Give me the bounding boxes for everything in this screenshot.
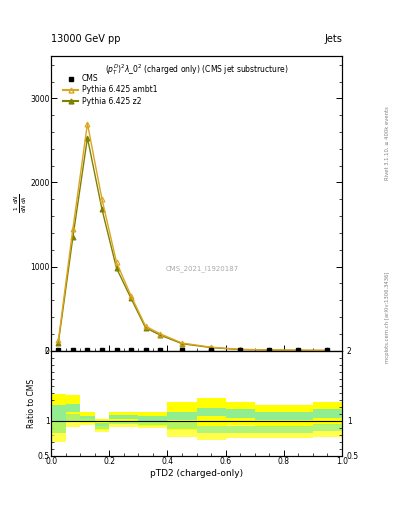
Y-axis label: Ratio to CMS: Ratio to CMS: [27, 378, 36, 428]
Text: Jets: Jets: [324, 33, 342, 44]
X-axis label: pTD2 (charged-only): pTD2 (charged-only): [150, 469, 243, 478]
Text: 13000 GeV pp: 13000 GeV pp: [51, 33, 121, 44]
Text: CMS_2021_I1920187: CMS_2021_I1920187: [166, 265, 239, 271]
Text: $(p_T^D)^2\lambda\_0^2$ (charged only) (CMS jet substructure): $(p_T^D)^2\lambda\_0^2$ (charged only) (…: [105, 62, 288, 77]
Text: Rivet 3.1.10, ≥ 400k events: Rivet 3.1.10, ≥ 400k events: [385, 106, 390, 180]
Text: mcplots.cern.ch [arXiv:1306.3436]: mcplots.cern.ch [arXiv:1306.3436]: [385, 272, 390, 363]
Legend: CMS, Pythia 6.425 ambt1, Pythia 6.425 z2: CMS, Pythia 6.425 ambt1, Pythia 6.425 z2: [61, 72, 160, 108]
Y-axis label: $\frac{1}{\mathrm{d}N}\frac{\mathrm{d}N}{\mathrm{d}\lambda}$: $\frac{1}{\mathrm{d}N}\frac{\mathrm{d}N}…: [13, 194, 29, 213]
